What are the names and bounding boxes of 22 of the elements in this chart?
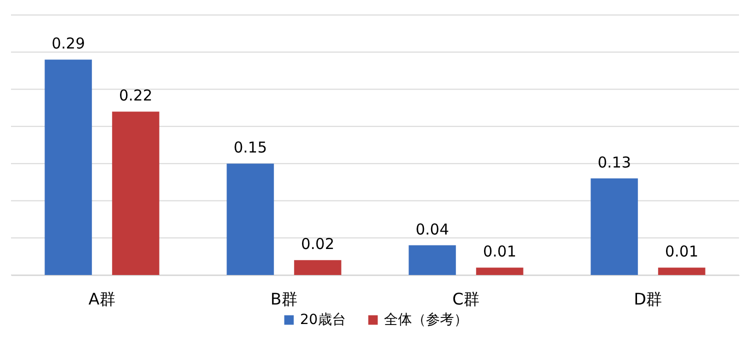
bar (590, 178, 638, 275)
bar (44, 60, 92, 275)
x-tick-label: A群 (88, 290, 116, 308)
data-label: 0.04 (416, 220, 449, 238)
data-label: 0.29 (52, 34, 85, 53)
bar (476, 268, 524, 275)
data-label: 0.22 (119, 86, 152, 105)
data-label: 0.13 (598, 153, 631, 172)
legend-label: 20歳台 (300, 312, 346, 328)
x-tick-label: C群 (452, 290, 480, 308)
data-label: 0.15 (234, 138, 267, 157)
bar (294, 260, 342, 275)
x-tick-label: D群 (634, 290, 662, 308)
bar (112, 112, 160, 275)
bar (408, 245, 456, 275)
data-label: 0.02 (301, 235, 334, 254)
x-tick-label: B群 (270, 290, 298, 308)
data-label: 0.01 (665, 242, 698, 261)
legend-label: 全体（参考） (384, 312, 468, 328)
data-label: 0.01 (483, 242, 516, 261)
bar (658, 268, 706, 275)
bar (226, 164, 274, 275)
